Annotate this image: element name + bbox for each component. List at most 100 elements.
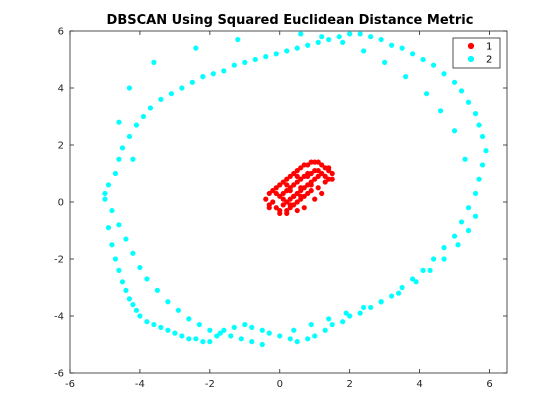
data-point bbox=[472, 190, 479, 197]
data-point bbox=[273, 205, 279, 211]
data-point bbox=[357, 31, 363, 37]
data-point bbox=[266, 330, 272, 336]
data-point bbox=[399, 284, 405, 291]
x-tick-label: 2 bbox=[346, 379, 352, 390]
data-point bbox=[102, 190, 108, 197]
data-point bbox=[305, 42, 311, 48]
data-point bbox=[315, 185, 321, 191]
data-point bbox=[277, 210, 283, 216]
data-point bbox=[465, 205, 472, 211]
data-point bbox=[287, 196, 293, 202]
data-point bbox=[308, 170, 314, 177]
data-point bbox=[207, 339, 213, 345]
data-point bbox=[413, 279, 419, 285]
data-point bbox=[455, 242, 461, 248]
data-point bbox=[441, 256, 447, 262]
data-point bbox=[158, 324, 164, 331]
data-point bbox=[340, 319, 346, 325]
y-tick-label: -6 bbox=[54, 369, 64, 380]
legend-marker-series-1 bbox=[467, 42, 475, 50]
data-point bbox=[109, 242, 115, 248]
data-point bbox=[322, 327, 328, 333]
data-point bbox=[308, 321, 314, 328]
data-point bbox=[231, 324, 237, 331]
series-1-points bbox=[263, 159, 335, 216]
data-point bbox=[403, 73, 409, 80]
x-tick-label: 0 bbox=[277, 379, 283, 390]
data-point bbox=[305, 162, 311, 168]
data-point bbox=[441, 71, 447, 77]
data-point bbox=[396, 290, 402, 296]
y-tick-label: 6 bbox=[58, 27, 64, 38]
data-point bbox=[361, 48, 367, 54]
data-point bbox=[472, 213, 479, 219]
data-point bbox=[312, 176, 318, 182]
data-point bbox=[130, 156, 136, 162]
y-tick-label: 4 bbox=[58, 84, 64, 95]
data-point bbox=[123, 287, 129, 293]
data-point bbox=[259, 327, 265, 333]
data-point bbox=[112, 170, 119, 177]
data-point bbox=[326, 165, 332, 171]
data-point bbox=[298, 193, 304, 199]
data-point bbox=[280, 202, 286, 208]
data-point bbox=[207, 327, 213, 333]
data-point bbox=[263, 196, 269, 202]
data-point bbox=[280, 179, 286, 185]
data-point bbox=[273, 185, 279, 191]
data-point bbox=[298, 176, 304, 182]
data-point bbox=[221, 327, 227, 333]
data-point bbox=[193, 336, 199, 342]
data-point bbox=[284, 182, 290, 188]
data-point bbox=[357, 310, 363, 316]
data-point bbox=[294, 168, 300, 174]
data-point bbox=[410, 51, 416, 57]
data-point bbox=[133, 307, 140, 313]
data-point bbox=[277, 193, 283, 199]
data-point bbox=[368, 34, 374, 40]
data-point bbox=[291, 182, 297, 188]
data-point bbox=[105, 225, 112, 231]
data-point bbox=[235, 36, 241, 43]
data-point bbox=[465, 99, 472, 105]
data-point bbox=[301, 205, 307, 211]
data-point bbox=[126, 133, 133, 140]
data-point bbox=[186, 336, 192, 342]
data-point bbox=[189, 79, 195, 85]
data-point bbox=[451, 79, 458, 85]
x-tick-label: 6 bbox=[486, 379, 492, 390]
data-point bbox=[420, 56, 426, 63]
data-point bbox=[168, 91, 174, 97]
data-point bbox=[294, 173, 300, 179]
data-point bbox=[242, 321, 248, 328]
data-point bbox=[291, 327, 297, 333]
data-point bbox=[242, 59, 248, 65]
data-point bbox=[172, 330, 178, 336]
data-point bbox=[458, 88, 465, 94]
data-point bbox=[378, 36, 384, 43]
data-point bbox=[451, 128, 458, 134]
data-point bbox=[287, 202, 293, 208]
data-point bbox=[284, 48, 290, 54]
data-point bbox=[151, 59, 157, 65]
data-point bbox=[105, 182, 112, 188]
data-point bbox=[389, 42, 395, 48]
data-point bbox=[116, 119, 122, 125]
legend-label-series-2: 2 bbox=[486, 55, 492, 66]
data-point bbox=[437, 108, 444, 114]
data-point bbox=[294, 190, 300, 197]
data-point bbox=[126, 85, 133, 91]
data-point bbox=[287, 173, 293, 179]
data-point bbox=[186, 316, 192, 322]
data-point bbox=[462, 156, 468, 162]
data-point bbox=[368, 304, 374, 311]
data-point bbox=[287, 336, 293, 342]
data-point bbox=[214, 333, 220, 339]
legend: 1 2 bbox=[452, 37, 501, 69]
data-point bbox=[399, 45, 405, 51]
data-point bbox=[133, 122, 140, 128]
legend-marker-series-2 bbox=[467, 55, 475, 63]
x-tick-label: 4 bbox=[416, 379, 422, 390]
data-point bbox=[298, 165, 304, 171]
data-point bbox=[165, 327, 171, 333]
